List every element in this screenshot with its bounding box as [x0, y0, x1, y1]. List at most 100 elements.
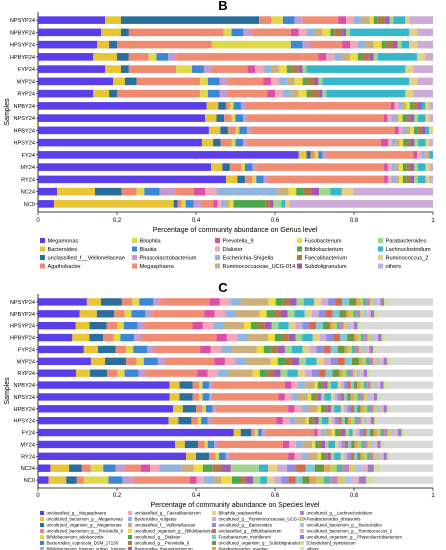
- bar-segment: [196, 452, 210, 460]
- bar-segment: [105, 65, 121, 73]
- bar-segment: [231, 28, 244, 37]
- bar-segment: [217, 200, 222, 208]
- legend-swatch: [132, 255, 137, 260]
- bar-segment: [370, 452, 374, 460]
- bar-segment: [266, 310, 274, 318]
- y-tick-label: FYP24: [18, 67, 35, 73]
- bar-segment: [294, 77, 303, 86]
- legend-item: [Clostridium]_symbiosum: [300, 540, 356, 545]
- bar-segment: [182, 405, 196, 413]
- bar-segment: [353, 187, 433, 196]
- x-tick-label: 0.2: [113, 493, 122, 499]
- bar-segment: [251, 428, 255, 437]
- bar-segment: [101, 28, 121, 37]
- bar-segment: [164, 357, 215, 365]
- bar-segment: [244, 175, 253, 184]
- legend-item: uncultured_bacterium_g__Megamonas: [40, 516, 123, 521]
- bar-segment: [278, 77, 287, 86]
- bar-segment: [115, 464, 126, 472]
- bar-segment: [361, 464, 368, 472]
- bar-segment: [264, 322, 272, 330]
- x-tick-label: 0.4: [192, 493, 201, 499]
- bar-segment: [298, 357, 307, 365]
- bar-segment: [350, 452, 354, 460]
- bar-segment: [97, 40, 110, 49]
- bar-segment: [360, 333, 365, 342]
- bar-segment: [414, 126, 418, 135]
- bar-segment: [348, 345, 352, 354]
- bar-segment: [202, 322, 214, 330]
- bar-segment: [387, 357, 391, 365]
- bar-segment: [324, 452, 328, 460]
- bar-segment: [325, 369, 333, 377]
- legend-label: Bacteroides_vulgatus: [135, 516, 178, 521]
- bar-segment: [192, 393, 200, 401]
- y-tick-label: NPSYP24: [10, 18, 35, 24]
- legend-swatch: [128, 541, 132, 545]
- bar-segment: [215, 405, 289, 413]
- bar-segment: [246, 114, 384, 122]
- bar-segment: [243, 28, 252, 37]
- bar-segment: [284, 345, 292, 354]
- bar-segment: [361, 440, 365, 449]
- bar-segment: [273, 200, 282, 208]
- bar-segment: [397, 40, 402, 49]
- bar-segment: [383, 405, 387, 413]
- bar-segment: [221, 476, 232, 484]
- bar-segment: [296, 298, 304, 306]
- bar-segment: [156, 53, 169, 61]
- bar-segment: [89, 322, 107, 330]
- bar-segment: [347, 322, 351, 330]
- bar-segment: [429, 114, 433, 122]
- bar-segment: [192, 65, 204, 73]
- bar-segment: [402, 126, 407, 135]
- bar-segment: [159, 187, 175, 196]
- bar-segment: [114, 310, 125, 318]
- legend-label: Lachnoclostridium: [386, 247, 431, 253]
- bar-segment: [214, 440, 218, 449]
- bar-segment: [390, 357, 433, 365]
- bar-segment: [235, 126, 240, 135]
- bar-segment: [425, 175, 430, 184]
- bar-segment: [367, 381, 371, 389]
- bar-segment: [38, 175, 227, 184]
- bar-segment: [367, 393, 371, 401]
- bar-segment: [295, 333, 303, 342]
- bar-segment: [302, 16, 339, 24]
- bar-segment: [373, 452, 378, 460]
- bar-segment: [381, 333, 385, 342]
- bar-segment: [326, 333, 334, 342]
- bar-segment: [367, 440, 371, 449]
- bar-segment: [38, 405, 173, 413]
- bar-segment: [199, 77, 208, 86]
- bar-segment: [377, 310, 433, 318]
- bar-segment: [270, 345, 278, 354]
- bar-segment: [209, 393, 213, 401]
- legend-swatch: [128, 523, 132, 527]
- bar-segment: [263, 175, 268, 184]
- legend-swatch: [40, 238, 45, 243]
- bar-segment: [349, 428, 353, 437]
- bar-segment: [354, 440, 358, 449]
- bar-segment: [417, 28, 433, 37]
- bar-segment: [357, 417, 362, 425]
- legend-label: unclassified_g__Megasphaera: [47, 510, 107, 515]
- bar-segment: [143, 357, 158, 365]
- bar-segment: [398, 114, 403, 122]
- bar-segment: [377, 417, 433, 425]
- bar-segment: [355, 464, 362, 472]
- bar-segment: [314, 151, 319, 159]
- bar-segment: [210, 345, 222, 354]
- bar-segment: [338, 16, 347, 24]
- bar-segment: [221, 464, 231, 472]
- bar-segment: [330, 187, 342, 196]
- bar-segment: [425, 151, 430, 159]
- bar-segment: [377, 298, 381, 306]
- legend-swatch: [132, 246, 137, 252]
- bar-segment: [339, 310, 347, 318]
- bar-segment: [353, 310, 357, 318]
- y-tick-label: MY24: [20, 165, 35, 171]
- bar-segment: [207, 440, 215, 449]
- y-tick-label: NPBY24: [14, 104, 35, 110]
- bar-segment: [384, 440, 433, 449]
